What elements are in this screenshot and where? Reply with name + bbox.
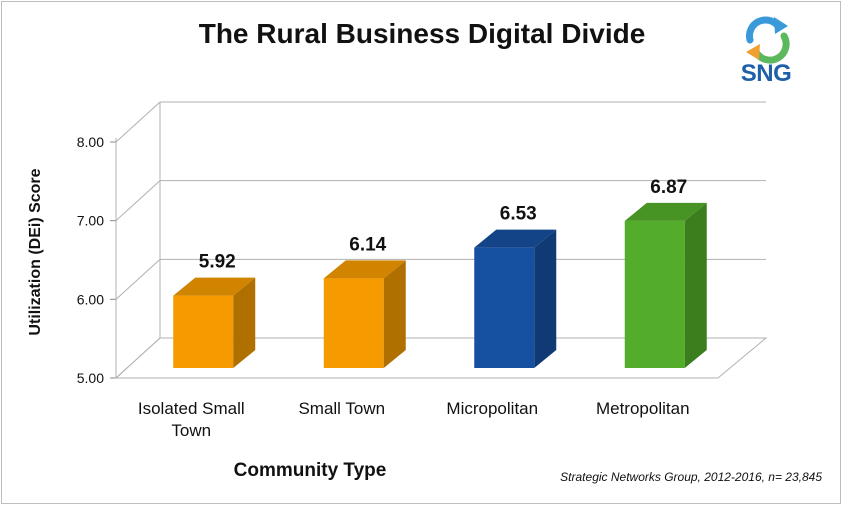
gridline-side [115,180,161,222]
data-label: 6.87 [650,177,687,198]
bar-side [534,229,557,368]
bar-side [383,260,406,368]
bar-top [323,260,406,279]
x-tick-label: Metropolitan [596,399,690,418]
bar [323,278,384,368]
data-label: 6.53 [500,204,537,225]
x-tick-label: Isolated Small [138,399,245,418]
y-tick-label: 5.00 [77,370,104,386]
bar [474,247,535,368]
logo-text: SNG [740,60,792,87]
bar-top [624,202,707,221]
x-axis-label: Community Type [233,460,387,481]
bar-side [233,277,256,368]
bar-side [684,202,707,368]
y-tick-label: 7.00 [77,213,104,229]
chart-title: The Rural Business Digital Divide [198,18,646,49]
gridline-side [115,101,161,143]
y-tick-label: 8.00 [77,134,104,150]
source-note: Strategic Networks Group, 2012-2016, n= … [560,470,822,484]
x-tick-label: Town [171,421,211,440]
data-label: 6.14 [349,234,386,255]
bar [173,295,234,368]
gridline-side [115,258,161,300]
x-tick-label: Micropolitan [446,399,538,418]
bar-top [474,229,557,248]
bar-top [173,277,256,296]
sng-logo-icon [746,16,790,64]
y-tick-label: 6.00 [77,291,104,307]
data-label: 5.92 [199,252,236,273]
x-tick-label: Small Town [298,399,385,418]
bar [624,220,685,368]
